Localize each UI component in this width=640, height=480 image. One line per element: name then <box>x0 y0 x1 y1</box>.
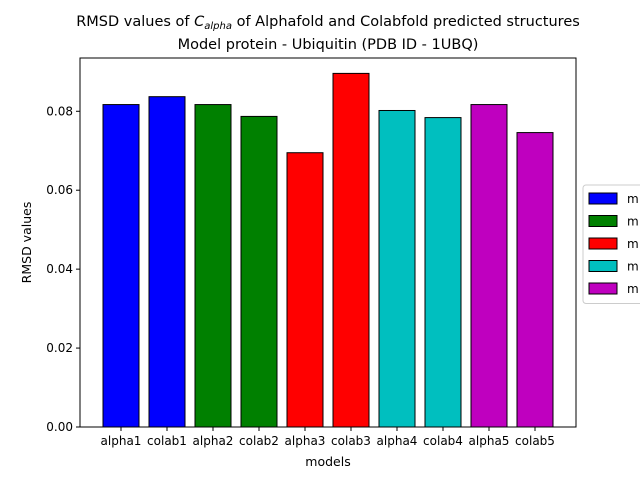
bar-alpha1 <box>102 104 140 428</box>
legend-swatch <box>588 237 618 250</box>
legend-label: m <box>627 192 639 206</box>
bar-colab1 <box>148 96 186 428</box>
legend-label: m <box>627 282 639 296</box>
legend-label: m <box>627 215 639 229</box>
chart-title-line2: Model protein - Ubiquitin (PDB ID - 1UBQ… <box>178 37 479 53</box>
chart-title: RMSD values of Calpha of Alphafold and C… <box>76 14 580 53</box>
chart-title-line1: RMSD values of Calpha of Alphafold and C… <box>76 14 580 32</box>
x-tick-label: alpha3 <box>285 434 326 448</box>
legend-label: m <box>627 260 639 274</box>
legend-swatch <box>588 192 618 205</box>
x-tick-label: alpha4 <box>377 434 418 448</box>
x-tick-label: colab2 <box>239 434 279 448</box>
bar-colab4 <box>424 117 462 428</box>
bar-colab2 <box>240 115 278 428</box>
legend-swatch <box>588 260 618 272</box>
x-tick-label: alpha2 <box>193 434 234 448</box>
legend-label: m <box>627 237 639 251</box>
x-tick-label: colab4 <box>423 434 463 448</box>
bar-alpha2 <box>194 104 232 428</box>
x-tick-label: alpha5 <box>469 434 510 448</box>
bar-alpha4 <box>378 109 416 428</box>
legend-swatch <box>588 282 618 295</box>
x-tick-label: colab1 <box>147 434 187 448</box>
bar-alpha5 <box>470 104 508 428</box>
bar-alpha3 <box>286 152 324 428</box>
x-tick-label: alpha1 <box>101 434 142 448</box>
bar-colab3 <box>332 72 370 428</box>
y-tick-label: 0.08 <box>46 104 73 118</box>
bar-series <box>102 72 554 428</box>
plot-area-frame <box>79 57 577 428</box>
x-tick-label: colab3 <box>331 434 371 448</box>
y-tick-label: 0.04 <box>46 262 73 276</box>
x-tick-label: colab5 <box>515 434 555 448</box>
y-tick-label: 0.02 <box>46 341 73 355</box>
y-tick-label: 0.06 <box>46 183 73 197</box>
bar-colab5 <box>516 132 554 428</box>
x-axis-label: models <box>305 454 350 469</box>
y-tick-label: 0.00 <box>46 420 73 434</box>
legend-swatch <box>588 215 618 227</box>
y-axis-ticks: 0.00 0.02 0.04 0.06 0.08 <box>46 104 80 434</box>
x-axis-ticks: alpha1 colab1 alpha2 colab2 alpha3 colab3 alph… <box>101 427 555 448</box>
y-axis-label: RMSD values <box>19 202 34 284</box>
